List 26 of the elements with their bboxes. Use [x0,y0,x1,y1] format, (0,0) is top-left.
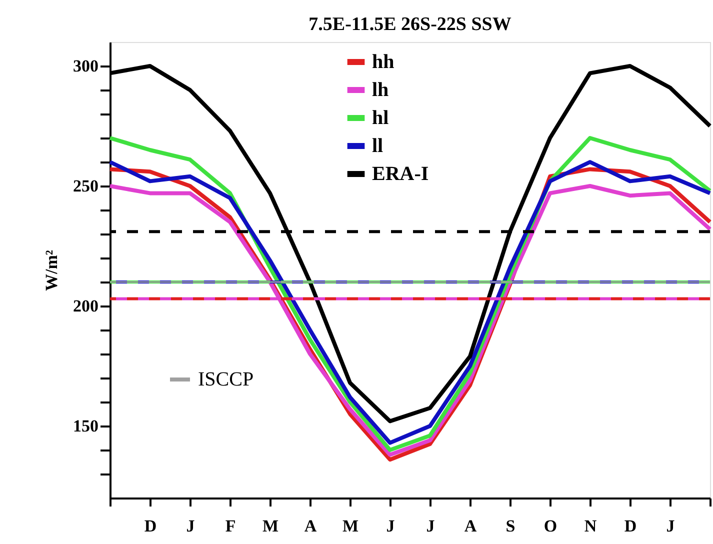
x-tick-label: D [144,516,157,536]
x-tick-label: J [666,516,676,536]
x-tick-label: A [304,516,318,536]
y-tick-label: 300 [73,56,98,76]
x-tick-label: S [506,516,516,536]
x-tick-label: F [225,516,236,536]
x-tick-label: A [464,516,478,536]
y-tick-label: 200 [73,296,98,316]
y-axis-title: W/m² [42,250,61,291]
x-tick-label: D [624,516,637,536]
legend-label: ISCCP [198,368,254,390]
x-tick-label: J [386,516,396,536]
x-tick-label: N [584,516,598,536]
chart-title: 7.5E-11.5E 26S-22S SSW [308,14,512,35]
y-tick-label: 250 [73,176,98,196]
x-tick-label: M [342,516,359,536]
x-tick-label: M [262,516,279,536]
legend-label: hl [372,107,390,129]
x-tick-label: J [186,516,196,536]
legend-label: ll [372,135,384,157]
legend-label: lh [372,79,389,101]
x-tick-label: J [426,516,436,536]
x-tick-label: O [544,516,558,536]
legend-label: ERA-I [372,163,429,185]
legend-label: hh [372,51,394,73]
y-tick-label: 150 [73,416,98,436]
